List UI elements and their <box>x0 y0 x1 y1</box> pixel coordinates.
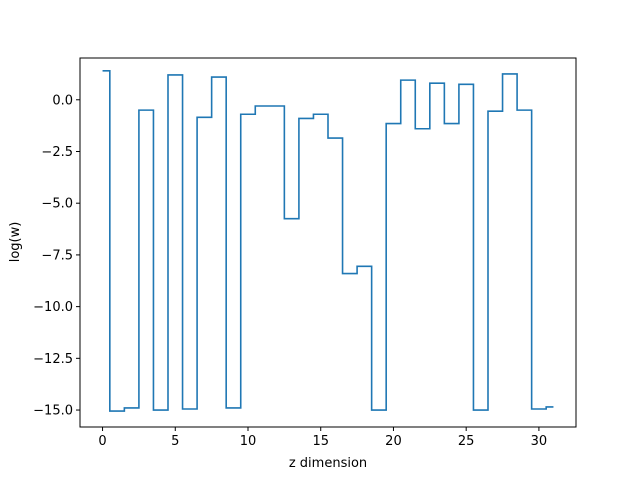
y-tick-label: −10.0 <box>33 300 73 315</box>
x-tick-label: 0 <box>98 434 106 449</box>
x-axis-ticks: 0 5 10 15 20 25 30 <box>98 427 547 449</box>
y-tick-label: −2.5 <box>41 145 73 160</box>
y-tick-label: 0.0 <box>52 93 73 108</box>
axes-frame <box>79 57 577 428</box>
y-axis-label: log(w) <box>8 222 23 263</box>
plot-area <box>102 70 554 412</box>
x-axis-label: z dimension <box>289 456 367 471</box>
x-tick-label: 30 <box>531 434 548 449</box>
x-tick-label: 10 <box>240 434 257 449</box>
y-tick-label: −15.0 <box>33 404 73 419</box>
x-tick-label: 20 <box>385 434 402 449</box>
y-tick-label: −12.5 <box>33 352 73 367</box>
x-tick-label: 15 <box>312 434 329 449</box>
x-tick-label: 25 <box>458 434 475 449</box>
y-tick-label: −5.0 <box>41 197 73 212</box>
y-axis-ticks: 0.0 −2.5 −5.0 −7.5 −10.0 −12.5 −15.0 <box>33 93 80 419</box>
series-line <box>102 70 554 412</box>
y-tick-label: −7.5 <box>41 248 73 263</box>
x-tick-label: 5 <box>171 434 179 449</box>
